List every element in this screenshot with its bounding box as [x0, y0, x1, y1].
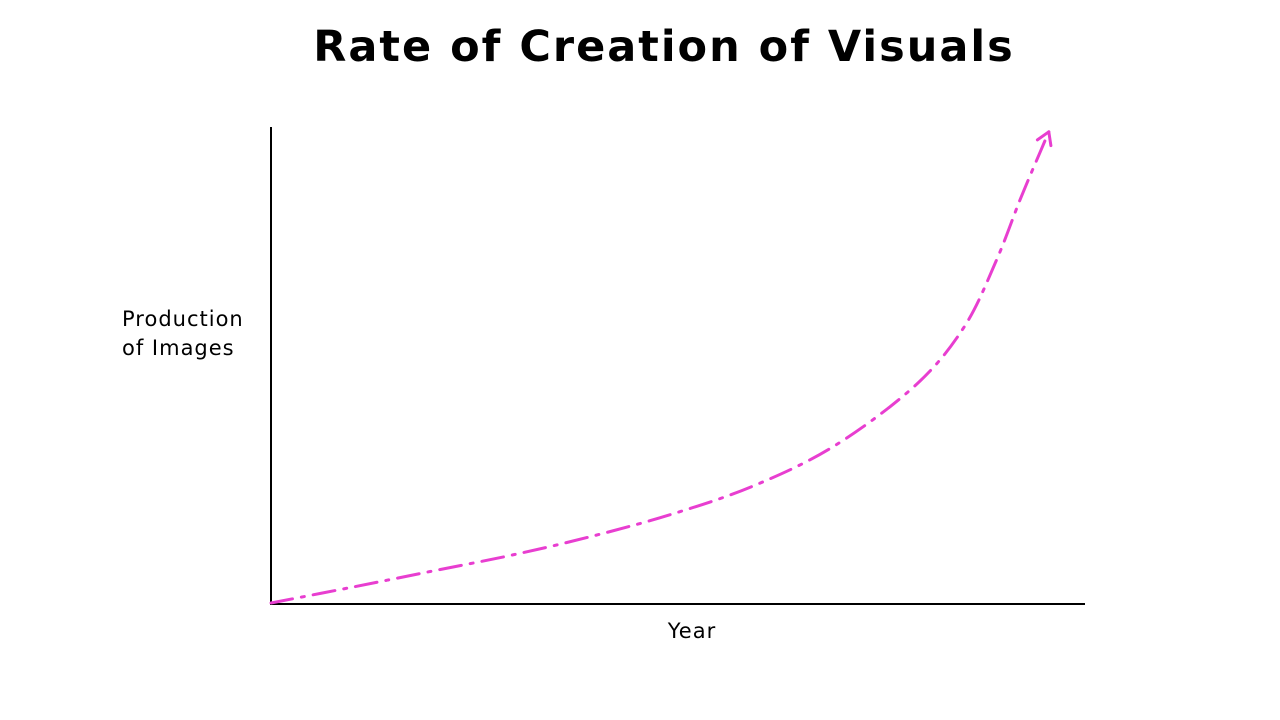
- x-axis-label: Year: [667, 619, 717, 643]
- series-layer: [269, 130, 1053, 605]
- series-line-0: [269, 130, 1051, 605]
- y-axis-label: Production of Images: [122, 305, 272, 363]
- chart-title: Rate of Creation of Visuals: [313, 22, 1015, 72]
- y-axis-label-line-2: of Images: [122, 336, 235, 360]
- series-arrowhead-icon-0: [1035, 130, 1053, 148]
- y-axis-label-line-1: Production: [122, 307, 244, 331]
